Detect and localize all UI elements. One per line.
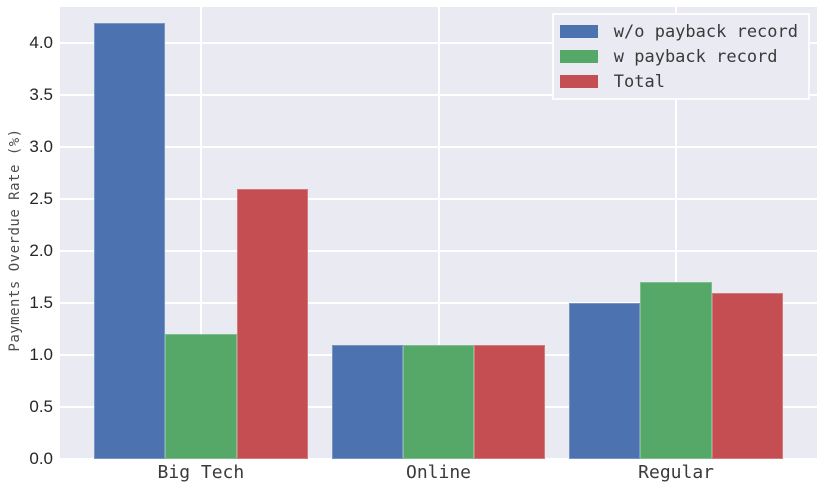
- y-tick-label-0.5: 0.5: [29, 397, 53, 417]
- bar-w-payback-record-regular: [640, 282, 712, 459]
- bar-w-payback-record-big-tech: [165, 334, 237, 459]
- y-tick-label-3.5: 3.5: [29, 85, 53, 105]
- v-gridline-regular: [675, 7, 678, 459]
- legend-label: Total: [613, 71, 665, 92]
- y-tick-label-1.0: 1.0: [29, 345, 53, 365]
- bar-total-online: [474, 344, 546, 459]
- legend: w/o payback record w payback record Total: [551, 13, 810, 100]
- legend-item: w/o payback record: [559, 19, 798, 44]
- bar-w-payback-record-online: [402, 344, 475, 459]
- x-tick-label-online: Online: [405, 462, 472, 483]
- legend-item: w payback record: [559, 44, 798, 69]
- legend-swatch-icon: [559, 50, 598, 63]
- bar-total-big-tech: [236, 188, 308, 459]
- y-tick-label-2.5: 2.5: [29, 189, 53, 209]
- y-axis-label: Payments Overdue Rate (%): [7, 128, 23, 352]
- legend-label: w payback record: [613, 46, 778, 67]
- y-tick-label-2.0: 2.0: [29, 241, 53, 261]
- bar-total-regular: [711, 292, 783, 459]
- legend-swatch-icon: [559, 75, 598, 88]
- x-tick-label-regular: Regular: [638, 462, 715, 483]
- v-gridline-big-tech: [199, 7, 202, 459]
- legend-item: Total: [559, 69, 798, 94]
- y-tick-label-0.0: 0.0: [29, 449, 53, 468]
- y-tick-label-1.5: 1.5: [29, 293, 53, 313]
- legend-label: w/o payback record: [613, 21, 798, 42]
- y-tick-label-4.0: 4.0: [29, 33, 53, 53]
- bar-w-o-payback-record-regular: [569, 303, 641, 459]
- h-gridline-0.0: [60, 458, 817, 460]
- v-gridline-online: [437, 7, 440, 459]
- legend-swatch-icon: [559, 25, 598, 38]
- bar-w-o-payback-record-big-tech: [93, 22, 166, 459]
- plot-area: w/o payback record w payback record Total: [60, 7, 817, 460]
- y-tick-label-3.0: 3.0: [29, 137, 53, 157]
- bar-w-o-payback-record-online: [331, 344, 403, 459]
- x-tick-label-big-tech: Big Tech: [157, 462, 245, 483]
